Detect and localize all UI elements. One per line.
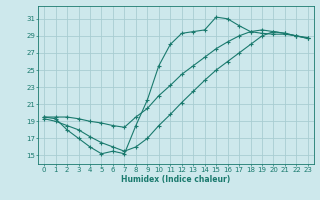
X-axis label: Humidex (Indice chaleur): Humidex (Indice chaleur) [121,175,231,184]
